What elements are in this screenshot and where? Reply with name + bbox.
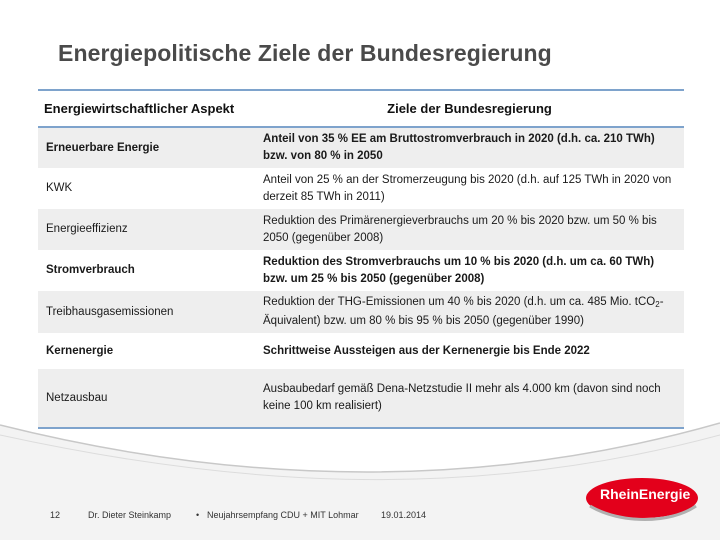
row-aspect: KWK — [46, 182, 73, 194]
row-aspect: Stromverbrauch — [46, 264, 135, 276]
goals-table: Energiewirtschaftlicher Aspekt Ziele der… — [38, 89, 684, 429]
footer-separator: • — [196, 510, 200, 520]
footer-date: 19.01.2014 — [381, 510, 427, 520]
table-header-row: Energiewirtschaftlicher Aspekt Ziele der… — [38, 89, 684, 128]
row-aspect: Energieeffizienz — [38, 209, 255, 250]
table-row: Energieeffizienz Reduktion des Primärene… — [38, 209, 684, 250]
row-goal-pre: Reduktion der THG-Emissionen um 40 % bis… — [263, 296, 656, 308]
table-row: Stromverbrauch Reduktion des Stromverbra… — [38, 250, 684, 291]
row-aspect: Netzausbau — [38, 369, 255, 429]
header-goals: Ziele der Bundesregierung — [255, 89, 684, 128]
row-aspect: Erneuerbare Energie — [38, 127, 255, 168]
row-goal: Anteil von 25 % an der Stromerzeugung bi… — [263, 173, 672, 203]
table-row: Netzausbau Ausbaubedarf gemäß Dena-Netzs… — [38, 369, 684, 429]
table-row: KWK Anteil von 25 % an der Stromerzeugun… — [38, 168, 684, 209]
row-goal: Reduktion der THG-Emissionen um 40 % bis… — [255, 291, 684, 333]
table-row: Treibhausgasemissionen Reduktion der THG… — [38, 291, 684, 333]
logo-text: RheinEnergie — [600, 486, 691, 502]
row-goal-sub: 2 — [655, 300, 660, 309]
row-goal: Schrittweise Aussteigen aus der Kernener… — [263, 344, 590, 357]
table-row: Kernenergie Schrittweise Aussteigen aus … — [38, 333, 684, 369]
row-goal: Reduktion des Stromverbrauchs um 10 % bi… — [263, 255, 655, 285]
row-goal-post: -Äquivalent) bzw. um 80 % bis 95 % bis 2… — [263, 296, 664, 327]
page-number: 12 — [50, 510, 61, 520]
row-goal: Reduktion des Primärenergieverbrauchs um… — [255, 209, 684, 250]
footer-speaker: Dr. Dieter Steinkamp — [88, 510, 172, 520]
header-aspect: Energiewirtschaftlicher Aspekt — [38, 89, 255, 128]
table-row: Erneuerbare Energie Anteil von 35 % EE a… — [38, 127, 684, 168]
row-aspect: Treibhausgasemissionen — [38, 291, 255, 333]
slide-title: Energiepolitische Ziele der Bundesregier… — [58, 40, 552, 66]
row-aspect: Kernenergie — [46, 344, 114, 357]
footer-event: Neujahrsempfang CDU + MIT Lohmar — [207, 510, 359, 520]
rheinenergie-logo — [586, 478, 698, 521]
row-goal: Ausbaubedarf gemäß Dena-Netzstudie II me… — [255, 369, 684, 429]
background-swoosh — [0, 422, 720, 540]
row-goal: Anteil von 35 % EE am Bruttostromverbrau… — [255, 127, 684, 168]
